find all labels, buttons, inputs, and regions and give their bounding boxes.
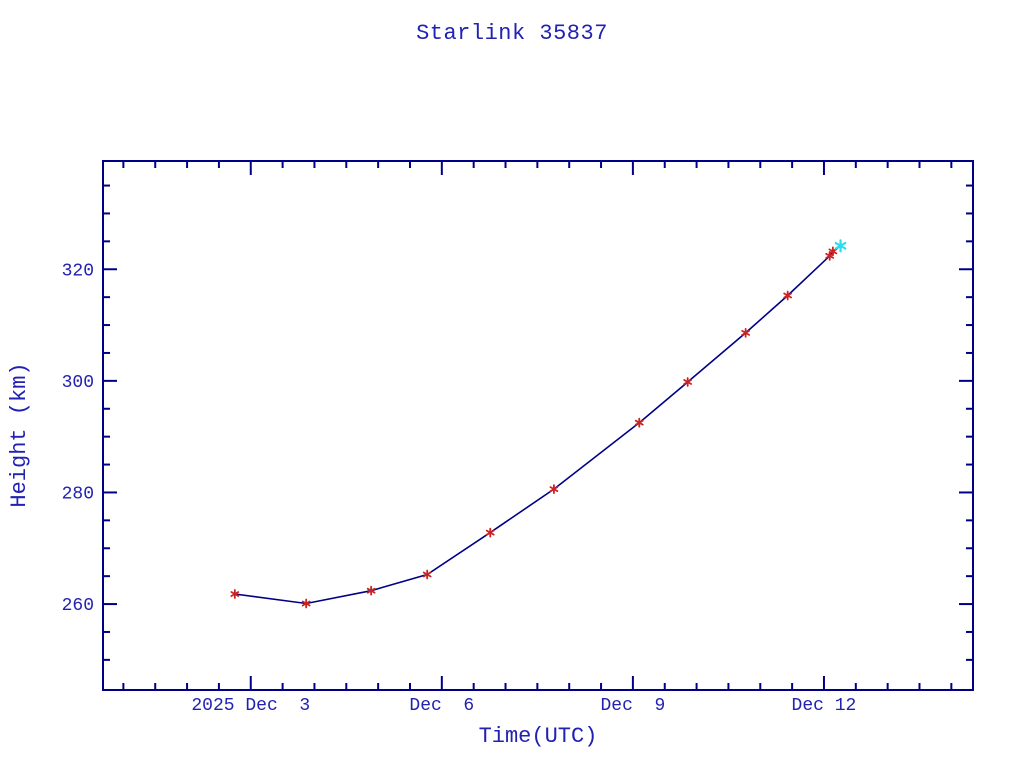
observed-heights-marker [683,377,693,387]
observed-heights-marker [634,417,644,428]
observed-heights-marker-arm [422,571,432,578]
observed-heights-marker-arm [230,591,240,597]
observed-heights-marker-arm [301,600,311,607]
axis-ticks [103,161,973,690]
observed-heights-marker [301,598,311,609]
observed-heights-marker [422,569,432,580]
y-tick-label: 300 [62,373,94,393]
observed-heights-marker-arm [485,529,495,536]
x-tick-label: Dec 12 [792,696,857,716]
y-tick-label: 320 [62,261,94,281]
observed-heights-marker [741,327,750,338]
observed-heights-marker [366,585,376,596]
observed-heights-marker-arm [828,248,838,255]
observed-heights-marker [549,484,559,495]
y-tick-label: 280 [62,484,94,504]
observed-heights-marker [230,589,240,599]
observed-heights-marker [783,290,793,301]
latest-height-marker [834,239,847,253]
data-series [230,239,847,609]
latest-height-marker-arm [834,241,847,250]
observed-heights-marker-arm [549,486,559,493]
x-axis-label: Time(UTC) [479,724,598,749]
x-tick-label: Dec 6 [409,696,474,716]
height-trend-line [234,245,841,605]
axis-tick-labels: 2025 Dec 3 Dec 6 Dec 9 Dec 12 260 280 300 320 [62,261,857,716]
x-tick-label: 2025 Dec 3 [191,696,310,716]
y-tick-label: 260 [62,596,94,616]
y-axis-label: Height (km) [7,362,32,507]
observed-heights-marker-arm [741,329,750,336]
observed-heights-marker-arm [634,419,644,426]
observed-heights-marker-arm [366,587,376,594]
observed-heights-marker-arm [683,379,693,385]
plot-frame [102,160,974,691]
observed-heights-marker-arm [783,292,793,299]
plot-border [102,160,974,691]
chart-title: Starlink 35837 [416,21,608,46]
observed-heights-marker [828,246,838,257]
x-tick-label: Dec 9 [600,696,665,716]
observed-heights-marker [485,527,495,538]
